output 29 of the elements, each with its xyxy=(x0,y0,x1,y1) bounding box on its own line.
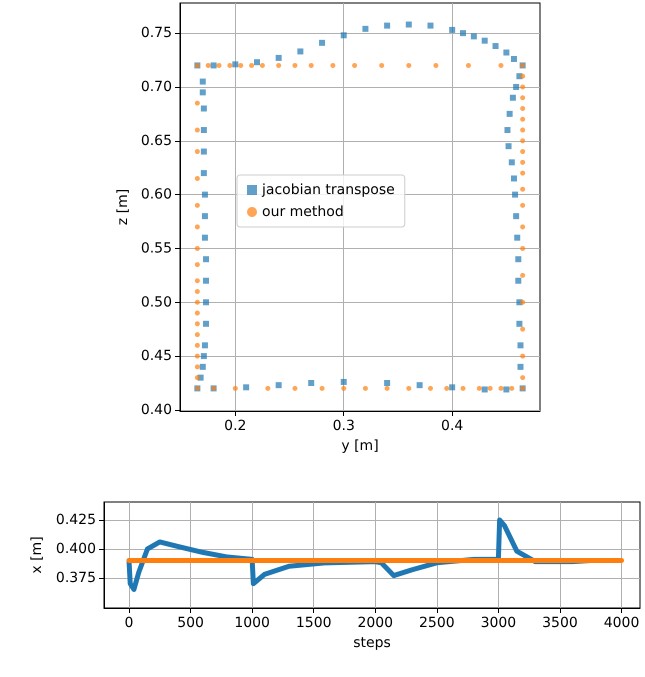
x-tick-label: 3500 xyxy=(542,615,578,631)
legend-label: our method xyxy=(262,204,344,220)
y-tick-label: 0.70 xyxy=(140,78,172,95)
y-tick-label: 0.55 xyxy=(140,240,172,256)
x-tick-label: 0.2 xyxy=(224,418,246,434)
y-tick-label: 0.425 xyxy=(56,512,96,528)
x-axis-title: y [m] xyxy=(341,438,379,454)
x-tick-label: 4000 xyxy=(604,615,640,631)
x-tick-label: 0.3 xyxy=(332,418,355,434)
x-axis-title: steps xyxy=(353,635,391,651)
x-tick-label: 0 xyxy=(124,615,134,631)
y-axis-title: x [m] xyxy=(29,536,45,574)
y-tick-label: 0.375 xyxy=(56,570,96,586)
y-tick-label: 0.65 xyxy=(140,132,172,149)
legend-label: jacobian transpose xyxy=(261,182,395,198)
x-tick-label: 3000 xyxy=(480,615,516,631)
y-tick-label: 0.75 xyxy=(140,25,172,42)
x-tick-label: 0.4 xyxy=(441,418,464,434)
x-tick-label: 1500 xyxy=(296,615,332,631)
y-tick-label: 0.45 xyxy=(140,348,172,364)
y-axis-title: z [m] xyxy=(114,188,131,226)
y-tick-label: 0.60 xyxy=(140,186,172,203)
y-tick-label: 0.400 xyxy=(56,540,96,557)
x-tick-label: 2000 xyxy=(357,615,394,631)
x-tick-label: 1000 xyxy=(234,615,270,631)
x-tick-label: 500 xyxy=(177,615,204,631)
x-tick-label: 2500 xyxy=(419,615,455,631)
y-tick-label: 0.40 xyxy=(140,402,172,418)
y-tick-label: 0.50 xyxy=(140,294,172,310)
